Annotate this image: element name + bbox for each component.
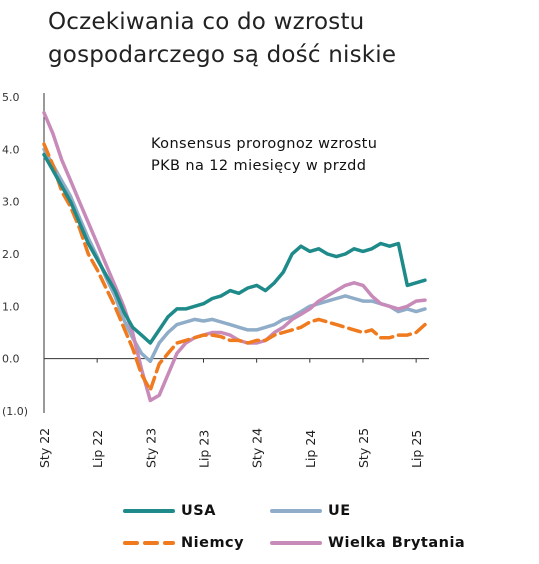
y-tick-label: 2.0 bbox=[2, 248, 20, 261]
x-tick-label: Lip 22 bbox=[90, 430, 105, 468]
chart-annotation: Konsensus prorognoz wzrostu PKB na 12 mi… bbox=[151, 133, 377, 177]
y-tick-label: 1.0 bbox=[2, 300, 20, 313]
x-tick-label: Sty 22 bbox=[37, 428, 52, 468]
chart-title: Oczekiwania co do wzrostu gospodarczego … bbox=[48, 6, 396, 72]
x-tick-label: Sty 23 bbox=[143, 428, 158, 468]
annotation-line-2: PKB na 12 miesięcy w przdd bbox=[151, 158, 367, 174]
x-axis: Sty 22 Lip 22 Sty 23 Lip 23 Sty 24 Lip 24 Sty … bbox=[37, 358, 424, 468]
series-group bbox=[42, 110, 427, 403]
y-tick-label: 3.0 bbox=[2, 196, 20, 209]
x-tick-label: Sty 24 bbox=[250, 428, 265, 468]
y-tick-label: 0.0 bbox=[2, 353, 20, 366]
series-line-wielka-brytania bbox=[42, 110, 427, 403]
series-line-niemcy bbox=[42, 142, 427, 392]
y-tick-label: 4.0 bbox=[2, 143, 20, 156]
x-tick-label: Lip 24 bbox=[303, 430, 318, 468]
chart-title-line-2: gospodarczego są dość niskie bbox=[48, 42, 397, 68]
y-axis: 5.0 4.0 3.0 2.0 1.0 0.0 (1.0) bbox=[2, 91, 28, 418]
annotation-line-1: Konsensus prorognoz wzrostu bbox=[151, 136, 378, 152]
x-tick-label: Sty 25 bbox=[356, 428, 371, 468]
x-tick-label: Lip 23 bbox=[196, 430, 211, 468]
series-line-usa bbox=[42, 152, 427, 345]
y-tick-label: (1.0) bbox=[2, 405, 28, 418]
chart-title-line-1: Oczekiwania co do wzrostu bbox=[48, 9, 365, 35]
y-tick-label: 5.0 bbox=[2, 91, 20, 104]
x-tick-label: Lip 25 bbox=[409, 430, 424, 468]
